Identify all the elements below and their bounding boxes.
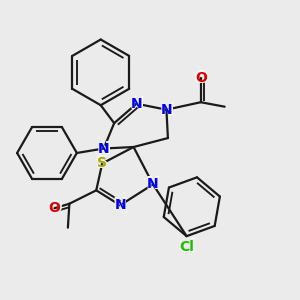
Text: N: N (147, 177, 159, 191)
Text: N: N (113, 198, 127, 213)
Text: N: N (131, 97, 142, 111)
Text: N: N (97, 141, 110, 156)
Text: O: O (49, 201, 60, 215)
Text: N: N (114, 198, 126, 212)
Text: N: N (113, 196, 128, 214)
Text: S: S (97, 156, 107, 170)
Text: N: N (130, 96, 143, 111)
Text: O: O (48, 201, 61, 216)
Text: N: N (146, 175, 160, 193)
Text: O: O (195, 71, 207, 85)
Text: N: N (96, 140, 111, 158)
Text: Cl: Cl (179, 240, 194, 254)
Text: S: S (96, 154, 109, 172)
Text: O: O (194, 71, 208, 86)
Text: N: N (146, 177, 160, 192)
Text: O: O (194, 69, 208, 87)
Text: O: O (47, 199, 62, 217)
Text: N: N (129, 95, 144, 113)
Text: N: N (98, 142, 109, 155)
Text: N: N (160, 103, 172, 117)
Text: S: S (97, 156, 108, 171)
Text: N: N (159, 101, 174, 119)
Text: Cl: Cl (177, 238, 196, 256)
Text: Cl: Cl (178, 239, 195, 254)
Text: N: N (160, 102, 173, 117)
